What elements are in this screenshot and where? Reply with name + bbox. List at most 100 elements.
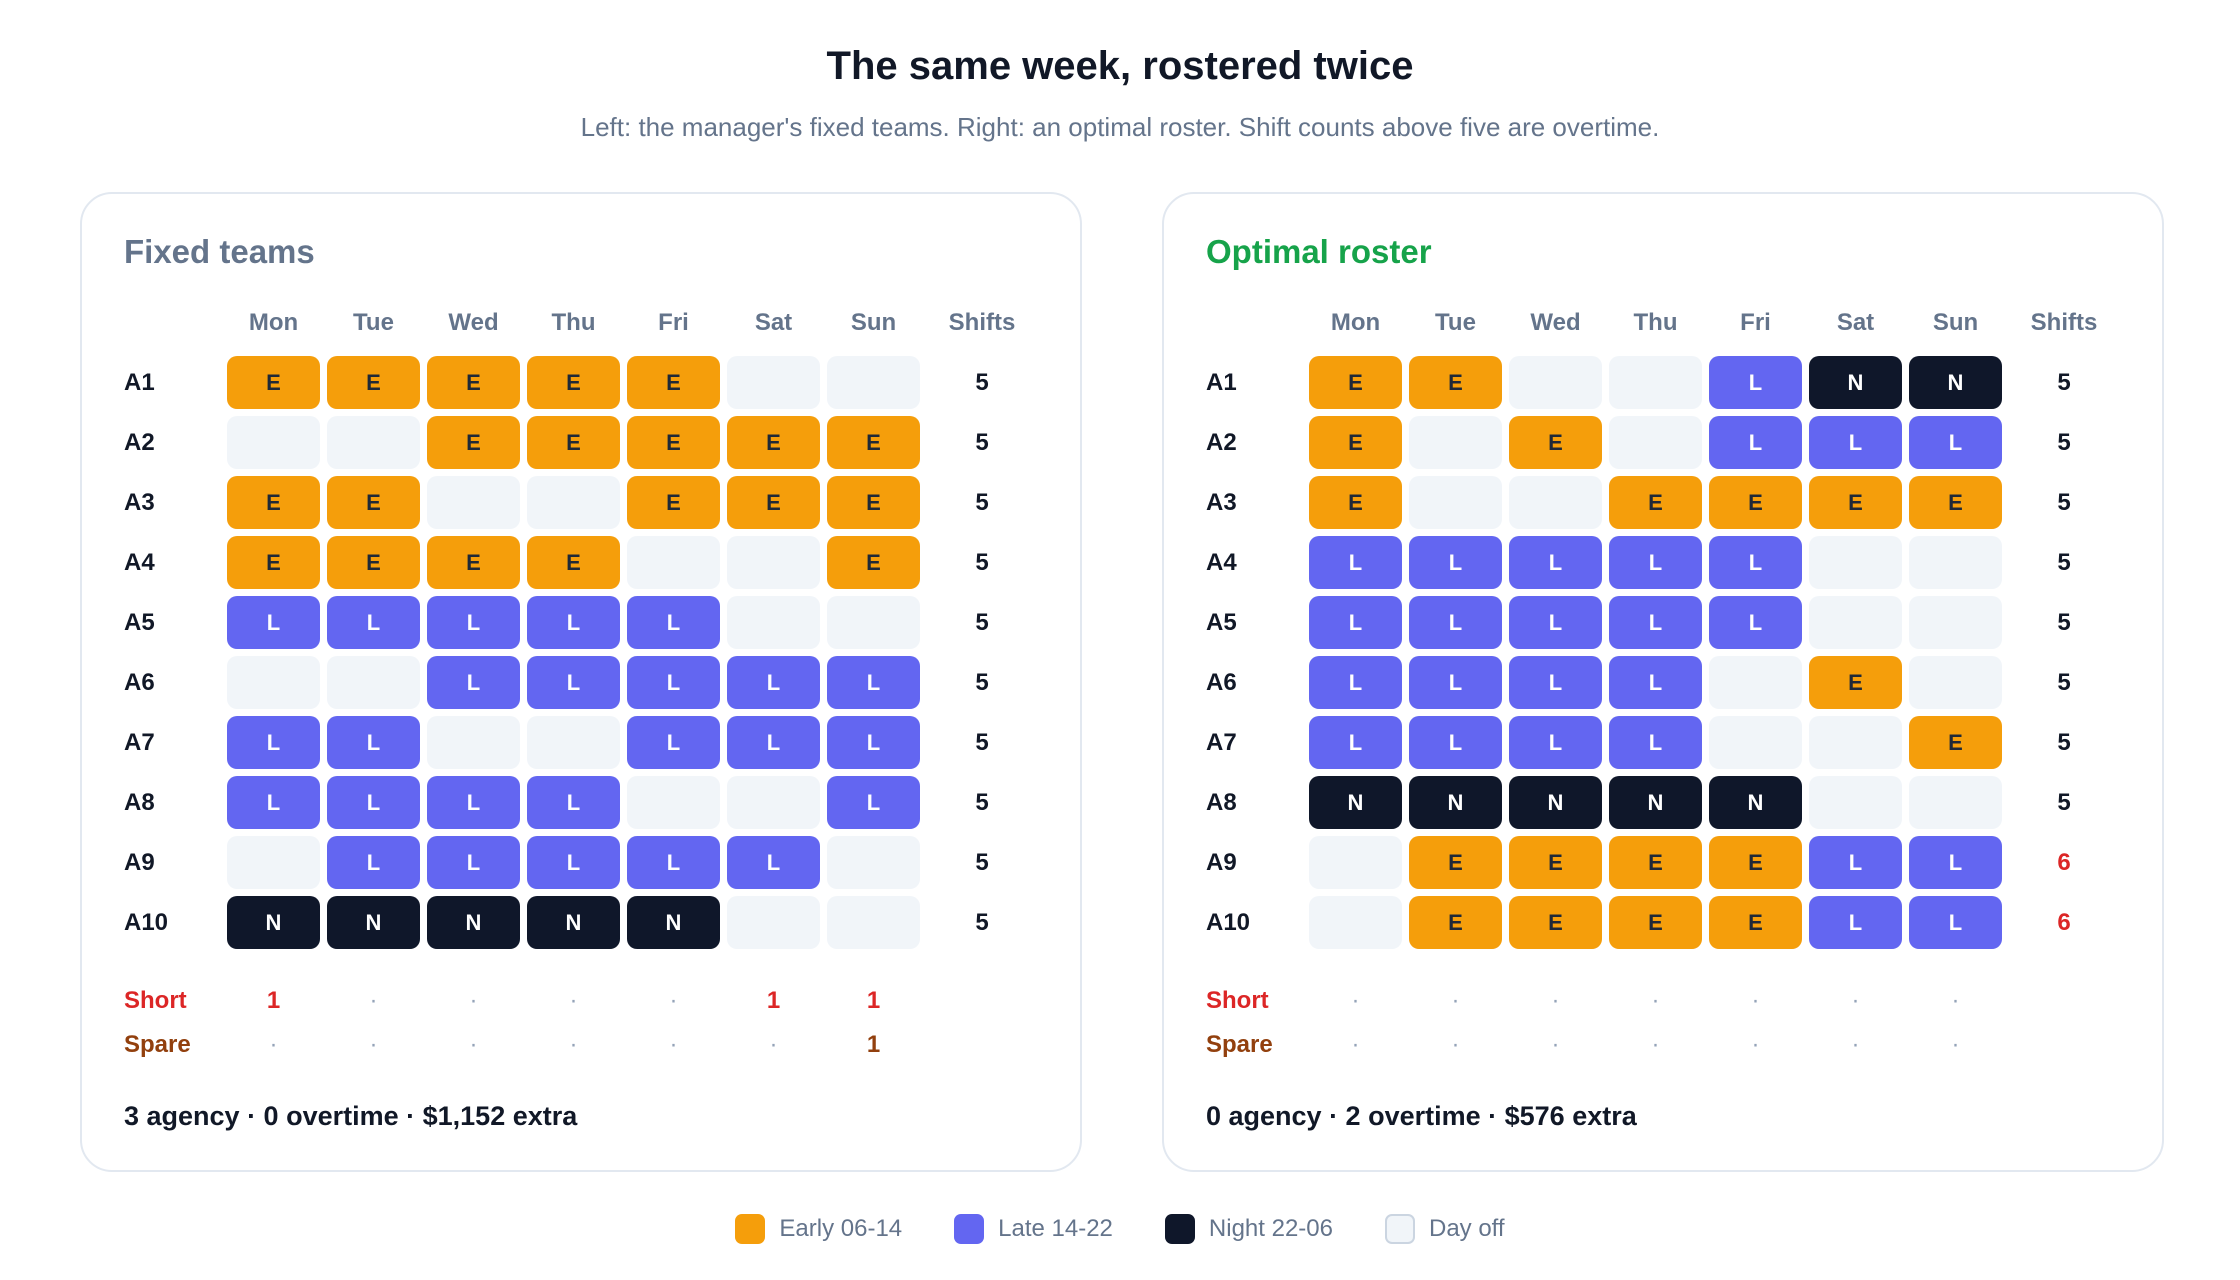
late-shift-cell: L	[1409, 536, 1502, 589]
late-shift-cell: L	[1909, 836, 2002, 889]
panel-title: Fixed teams	[124, 233, 315, 270]
shift-count: 5	[975, 608, 989, 636]
late-shift-cell: L	[627, 836, 720, 889]
early-shift-cell: E	[327, 356, 420, 409]
night-shift-cell: N	[1309, 776, 1402, 829]
day-off-cell	[527, 716, 620, 769]
shift-count: 5	[975, 848, 989, 876]
legend-day-off-label: Day off	[1428, 1215, 1505, 1242]
day-off-cell	[1709, 716, 1802, 769]
late-shift-cell: L	[1509, 656, 1602, 709]
spare-row: Spare · · · · · · 1	[124, 1023, 1038, 1067]
day-off-cell	[627, 776, 720, 829]
day-off-cell	[727, 356, 820, 409]
early-shift-cell: E	[527, 536, 620, 589]
night-shift-cell: N	[327, 896, 420, 949]
roster-rows: A1 E E E E E 5 A2 E E E E E 5 A3 E E E E E 5 A4 E E E E E 5 A5 L L L L L 5…	[124, 356, 1038, 949]
roster-row: A9 L L L L L 5	[124, 836, 1038, 889]
short-value: ·	[1951, 987, 1960, 1014]
late-shift-cell: L	[1509, 596, 1602, 649]
day-header-sun: Sun	[850, 309, 897, 336]
late-shift-cell: L	[1509, 716, 1602, 769]
shift-count: 5	[2057, 488, 2071, 516]
early-shift-cell: E	[227, 356, 320, 409]
day-off-cell	[327, 416, 420, 469]
late-shift-cell: L	[427, 776, 520, 829]
coverage-summary: Short · · · · · · · Spare · · · · · · ·	[1206, 979, 2120, 1067]
short-row: Short 1 · · · · 1 1	[124, 979, 1038, 1023]
early-shift-cell: E	[1309, 356, 1402, 409]
early-shift-cell: E	[1309, 476, 1402, 529]
late-shift-cell: L	[1709, 536, 1802, 589]
short-row: Short · · · · · · ·	[1206, 979, 2120, 1023]
early-shift-cell: E	[1609, 896, 1702, 949]
late-shift-cell: L	[527, 656, 620, 709]
night-shift-cell: N	[1409, 776, 1502, 829]
spare-label: Spare	[124, 1031, 191, 1058]
day-off-cell	[827, 356, 920, 409]
night-shift-cell: N	[1509, 776, 1602, 829]
agent-label: A9	[124, 848, 155, 876]
late-shift-cell: L	[327, 776, 420, 829]
roster-row: A8 N N N N N 5	[1206, 776, 2120, 829]
early-shift-cell: E	[1609, 836, 1702, 889]
shift-count: 5	[2057, 788, 2071, 816]
roster-row: A1 E E L N N 5	[1206, 356, 2120, 409]
short-value: ·	[369, 987, 378, 1014]
early-shift-cell: E	[1509, 836, 1602, 889]
agent-label: A2	[1206, 428, 1237, 456]
shift-count: 5	[975, 908, 989, 936]
early-shift-cell: E	[1909, 476, 2002, 529]
roster-row: A5 L L L L L 5	[1206, 596, 2120, 649]
agent-label: A4	[1206, 548, 1237, 576]
shift-count: 5	[975, 368, 989, 396]
night-shift-cell: N	[227, 896, 320, 949]
late-shift-cell: L	[727, 716, 820, 769]
legend-night-label: Night 22-06	[1208, 1215, 1333, 1242]
late-shift-cell: L	[227, 776, 320, 829]
day-header-thu: Thu	[1633, 309, 1678, 336]
legend-late-swatch-icon	[954, 1214, 985, 1244]
cost-summary: 0 agency · 2 overtime · $576 extra	[1206, 1101, 1637, 1131]
day-off-cell	[1809, 776, 1902, 829]
roster-row: A10 E E E E L L 6	[1206, 896, 2120, 949]
short-value: 1	[766, 987, 781, 1014]
day-header-tue: Tue	[353, 309, 394, 336]
night-shift-cell: N	[527, 896, 620, 949]
early-shift-cell: E	[1409, 896, 1502, 949]
late-shift-cell: L	[427, 596, 520, 649]
day-off-cell	[1909, 776, 2002, 829]
early-shift-cell: E	[827, 536, 920, 589]
roster-row: A9 E E E E L L 6	[1206, 836, 2120, 889]
day-header-mon: Mon	[248, 309, 299, 336]
shift-count: 6	[2057, 848, 2071, 876]
roster-row: A8 L L L L L 5	[124, 776, 1038, 829]
shift-count: 5	[2057, 668, 2071, 696]
night-shift-cell: N	[1809, 356, 1902, 409]
spare-value: ·	[1751, 1031, 1760, 1058]
agent-label: A10	[124, 908, 169, 936]
spare-value: ·	[569, 1031, 578, 1058]
night-shift-cell: N	[1609, 776, 1702, 829]
day-header-row: Mon Tue Wed Thu Fri Sat Sun Shifts	[1206, 304, 2120, 342]
late-shift-cell: L	[1409, 716, 1502, 769]
late-shift-cell: L	[1909, 416, 2002, 469]
roster-row: A4 E E E E E 5	[124, 536, 1038, 589]
spare-value: ·	[1951, 1031, 1960, 1058]
early-shift-cell: E	[727, 416, 820, 469]
night-shift-cell: N	[427, 896, 520, 949]
day-off-cell	[727, 776, 820, 829]
late-shift-cell: L	[627, 716, 720, 769]
spare-value: ·	[1351, 1031, 1360, 1058]
early-shift-cell: E	[1409, 836, 1502, 889]
day-off-cell	[1409, 476, 1502, 529]
day-header-sat: Sat	[754, 309, 793, 336]
late-shift-cell: L	[1409, 656, 1502, 709]
day-off-cell	[327, 656, 420, 709]
late-shift-cell: L	[827, 716, 920, 769]
shift-legend: Early 06-14 Late 14-22 Night 22-06 Day off	[0, 1214, 2240, 1244]
late-shift-cell: L	[627, 596, 720, 649]
short-label: Short	[1206, 987, 1269, 1014]
early-shift-cell: E	[1509, 896, 1602, 949]
late-shift-cell: L	[527, 596, 620, 649]
